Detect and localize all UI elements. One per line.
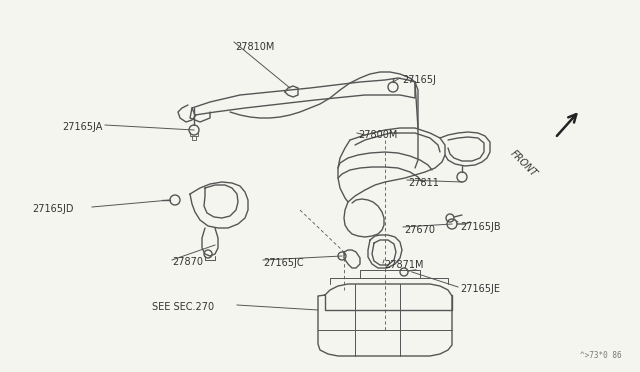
Text: 27165JC: 27165JC bbox=[263, 258, 303, 268]
Text: ^>73*0 86: ^>73*0 86 bbox=[580, 351, 622, 360]
Text: 27810M: 27810M bbox=[235, 42, 275, 52]
Text: FRONT: FRONT bbox=[508, 148, 538, 179]
Text: 27165J: 27165J bbox=[402, 75, 436, 85]
Text: 27165JD: 27165JD bbox=[32, 204, 74, 214]
Text: 27165JE: 27165JE bbox=[460, 284, 500, 294]
Text: SEE SEC.270: SEE SEC.270 bbox=[152, 302, 214, 312]
Text: 27811: 27811 bbox=[408, 178, 439, 188]
Text: 27800M: 27800M bbox=[358, 130, 397, 140]
Text: 27871M: 27871M bbox=[384, 260, 424, 270]
Text: 27870: 27870 bbox=[172, 257, 203, 267]
Text: 27165JA: 27165JA bbox=[62, 122, 102, 132]
Text: 27165JB: 27165JB bbox=[460, 222, 500, 232]
Text: 27670: 27670 bbox=[404, 225, 435, 235]
